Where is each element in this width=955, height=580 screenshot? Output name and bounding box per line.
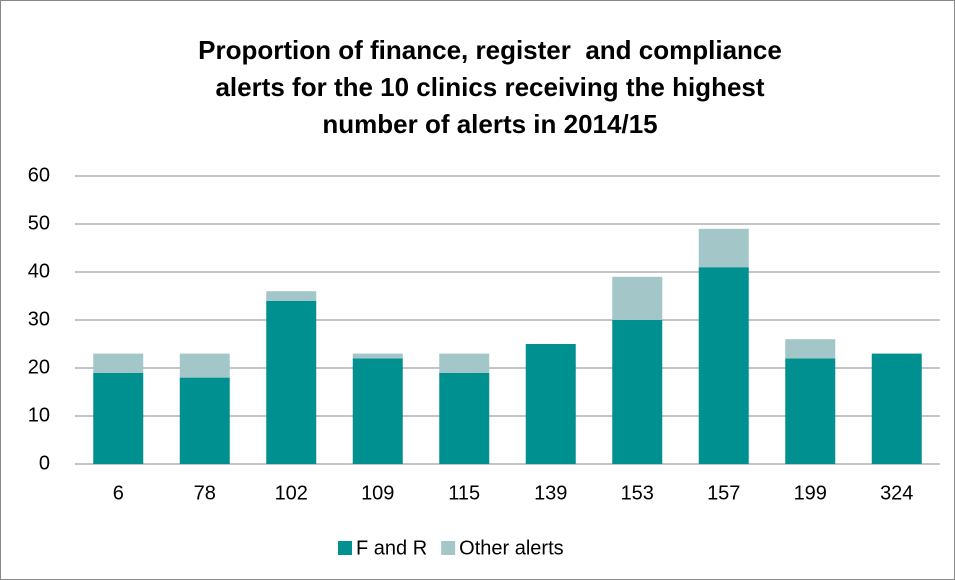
- x-tick-label: 324: [880, 482, 913, 504]
- x-tick-label: 139: [534, 482, 567, 504]
- bar: [785, 358, 836, 464]
- bar: [612, 276, 663, 320]
- bar: [698, 267, 749, 464]
- bar: [871, 353, 922, 464]
- legend-label: Other alerts: [459, 537, 563, 559]
- y-tick-label: 10: [28, 404, 50, 426]
- legend-swatch: [338, 541, 352, 555]
- bar: [93, 353, 144, 373]
- x-tick-label: 157: [707, 482, 740, 504]
- bar: [698, 228, 749, 268]
- bar: [352, 358, 403, 464]
- y-tick-label: 0: [39, 452, 50, 474]
- bar: [266, 291, 317, 301]
- x-tick-label: 199: [794, 482, 827, 504]
- legend-label: F and R: [356, 537, 427, 559]
- x-tick-label: 102: [275, 482, 308, 504]
- x-tick-label: 153: [621, 482, 654, 504]
- y-tick-label: 50: [28, 212, 50, 234]
- bar: [179, 353, 230, 378]
- bar: [179, 377, 230, 464]
- chart-title: number of alerts in 2014/15: [322, 109, 657, 139]
- bar: [525, 344, 576, 464]
- bar: [266, 300, 317, 464]
- bar: [785, 339, 836, 359]
- y-tick-label: 60: [28, 164, 50, 186]
- bar: [439, 353, 490, 373]
- bar: [352, 353, 403, 359]
- bar: [93, 372, 144, 464]
- x-tick-label: 6: [113, 482, 124, 504]
- chart-title: alerts for the 10 clinics receiving the …: [215, 72, 764, 102]
- x-tick-label: 78: [194, 482, 216, 504]
- y-tick-label: 30: [28, 308, 50, 330]
- legend-swatch: [441, 541, 456, 555]
- chart-title: Proportion of finance, register and comp…: [198, 35, 782, 65]
- bar: [612, 320, 663, 464]
- y-tick-label: 20: [28, 356, 50, 378]
- x-tick-label: 115: [448, 482, 480, 504]
- y-tick-label: 40: [28, 260, 50, 282]
- x-tick-label: 109: [361, 482, 394, 504]
- bar: [439, 372, 490, 464]
